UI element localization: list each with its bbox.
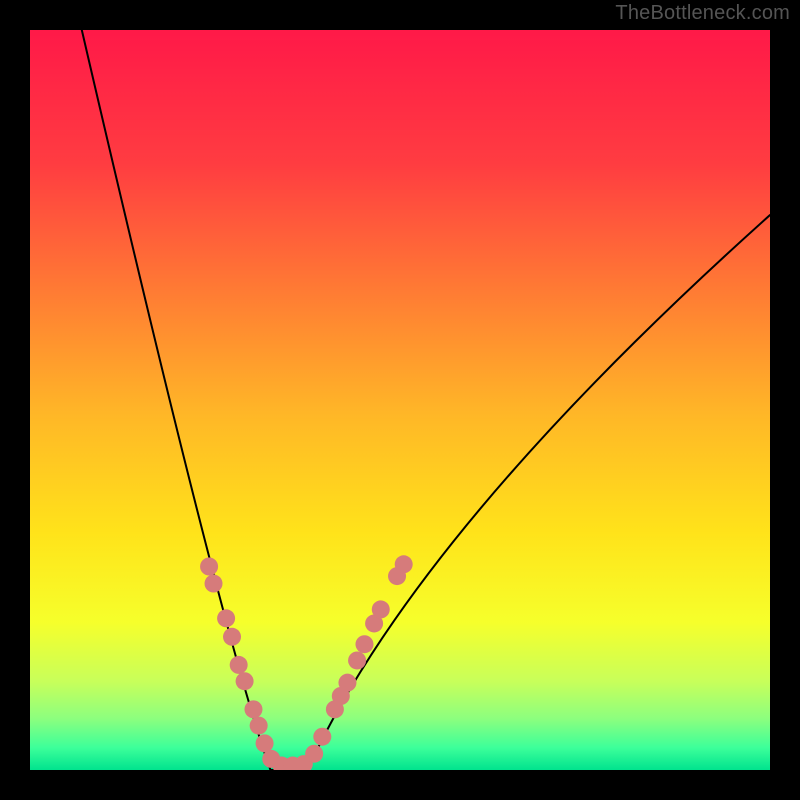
data-marker [217,609,235,627]
data-marker [256,734,274,752]
data-marker [244,700,262,718]
data-marker [223,628,241,646]
data-marker [200,558,218,576]
data-marker [355,635,373,653]
data-marker [250,717,268,735]
data-marker [230,656,248,674]
data-marker [236,672,254,690]
data-marker [372,600,390,618]
plot-background [30,30,770,770]
data-marker [205,575,223,593]
data-marker [395,555,413,573]
watermark-text: TheBottleneck.com [615,2,790,25]
data-marker [348,651,366,669]
data-marker [338,674,356,692]
chart-svg [0,0,800,800]
data-marker [313,728,331,746]
data-marker [305,745,323,763]
